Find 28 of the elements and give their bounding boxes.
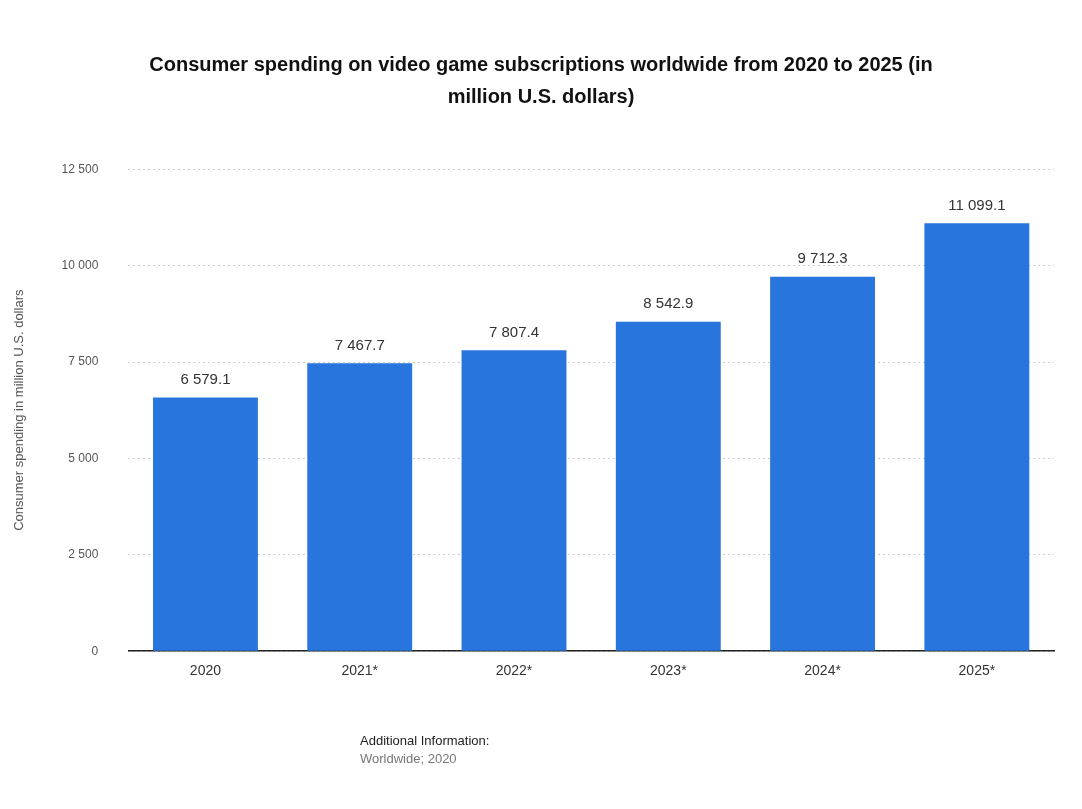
text: Worldwide; 2020	[360, 750, 458, 768]
y-tick-label: 5 000	[68, 450, 99, 465]
y-tick-label: 7 500	[68, 354, 99, 369]
x-tick-label: 2024*	[804, 662, 842, 679]
y-tick-label: 0	[91, 643, 99, 658]
text: Additional Information:	[360, 732, 491, 750]
data-label: 6 579.1	[180, 370, 231, 388]
bar	[307, 363, 413, 651]
x-tick-label: 2022*	[495, 662, 533, 679]
chart-title: Consumer spending on video game subscriptions worldwide from 2020 to 2025 (in million U.S. dollars)	[148, 52, 934, 109]
bar	[770, 276, 876, 651]
data-label: 7 467.7	[334, 335, 385, 353]
x-tick-label: 2021*	[341, 662, 379, 679]
x-tick-label: 2025*	[958, 662, 996, 679]
data-label: 7 807.4	[488, 322, 540, 340]
x-tick-label: 2023*	[650, 662, 688, 679]
y-tick-label: 12 500	[61, 161, 99, 176]
y-tick-label: 10 000	[61, 257, 99, 272]
data-label: 11 099.1	[948, 195, 1006, 213]
x-tick-label: 2020	[189, 662, 222, 679]
bar	[461, 350, 567, 651]
y-tick-label: 2 500	[68, 547, 99, 562]
bar	[615, 321, 721, 651]
bar	[152, 397, 258, 651]
data-label: 9 712.3	[797, 249, 848, 267]
data-label: 8 542.9	[643, 294, 694, 312]
bar	[924, 223, 1030, 651]
y-axis-title: Consumer spending in million U.S. dollars	[11, 289, 27, 531]
